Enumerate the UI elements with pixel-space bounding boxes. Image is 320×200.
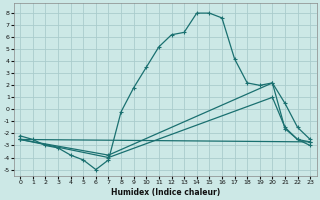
X-axis label: Humidex (Indice chaleur): Humidex (Indice chaleur) xyxy=(111,188,220,197)
